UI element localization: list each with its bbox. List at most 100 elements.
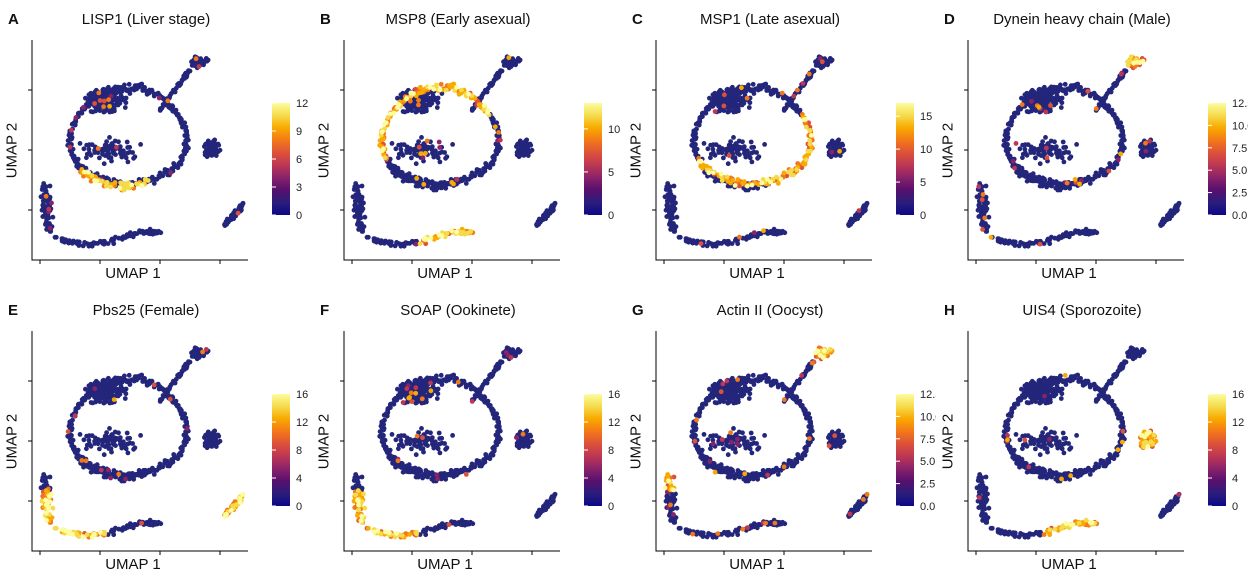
cell-point [749,145,755,150]
cell-point [122,373,127,379]
cell-point [92,150,98,155]
cell-point [235,210,241,216]
cell-point [92,386,98,392]
cell-point [385,115,391,120]
cell-point [184,144,190,150]
cell-point [108,184,113,190]
cell-point [77,432,83,437]
cell-point [1063,149,1069,155]
cell-point [481,166,487,172]
cell-point [130,441,136,446]
cell-point [84,446,89,452]
cell-point [795,161,801,166]
cell-point [520,150,526,155]
cell-point [1041,176,1047,182]
cell-point [137,228,142,234]
cell-point [740,139,745,145]
cell-point [390,169,396,175]
cell-point [1010,241,1016,247]
cell-point [168,170,174,176]
cell-point [113,152,118,158]
cell-point [438,372,444,378]
cell-point [414,176,420,181]
cell-point [1059,86,1064,92]
cell-point [454,229,459,235]
cell-point [81,146,87,152]
cell-point [451,181,456,187]
cell-point [146,469,152,475]
cell-point [194,356,200,362]
cell-point [138,433,144,438]
cell-point [1036,104,1042,110]
cell-point [775,181,781,186]
cell-point [985,200,990,206]
cell-point [710,146,716,152]
cell-point [112,138,118,144]
cell-point [86,146,92,152]
cell-point [737,183,742,189]
cell-point [1101,167,1106,173]
colorbar [272,103,290,215]
cell-point [84,142,90,148]
cell-point [485,107,491,113]
cell-point [112,108,117,114]
cell-point [184,426,190,431]
cell-point [469,170,475,176]
cell-point [185,137,191,143]
cell-point [401,142,407,148]
cell-point [421,236,427,242]
cell-point [439,91,445,96]
cell-point [761,228,766,234]
axis-lines [343,331,560,552]
cell-point [215,432,221,438]
cell-point [118,85,124,90]
chart-title: Pbs25 (Female) [92,302,200,319]
cell-point [729,241,735,247]
cell-point [116,471,122,477]
cell-point [764,88,770,93]
cell-point [177,81,183,87]
cell-point [458,178,464,184]
cell-point [167,396,173,402]
cell-point [404,96,409,102]
cell-point [1032,90,1038,96]
cell-point [123,526,128,531]
cell-point [76,162,81,168]
cell-point [413,241,419,247]
cell-point [92,89,98,95]
cell-point [747,155,753,161]
cell-point [698,114,704,120]
cell-point [428,97,434,103]
cell-point [979,197,985,203]
cell-point [416,90,422,96]
cell-point [158,107,164,112]
cell-point [1082,178,1088,184]
cell-point [979,188,985,194]
cell-point [712,109,718,114]
cell-point [418,84,423,90]
cell-point [395,105,400,110]
cell-point [399,242,405,247]
cell-point [60,236,66,242]
cell-point [806,71,812,77]
panel-c: C MSP1 (Late asexual) UMAP 1 UMAP 2 0 5 10 15 [624,0,936,291]
cell-point [691,148,697,154]
cell-point [66,238,72,244]
cell-point [1164,216,1170,221]
cell-point [423,150,428,156]
cell-point [87,433,92,439]
cell-point [378,239,384,245]
cell-point [481,103,487,109]
cell-point [1147,138,1152,144]
cell-point [527,141,533,147]
cell-point [722,99,728,104]
cell-point [123,155,129,161]
cell-point [671,183,677,189]
cell-point [132,231,138,236]
cell-point [1011,111,1017,117]
cell-point [87,95,92,101]
cell-point [687,237,693,243]
cell-point [90,400,96,406]
cell-point [1001,138,1007,144]
